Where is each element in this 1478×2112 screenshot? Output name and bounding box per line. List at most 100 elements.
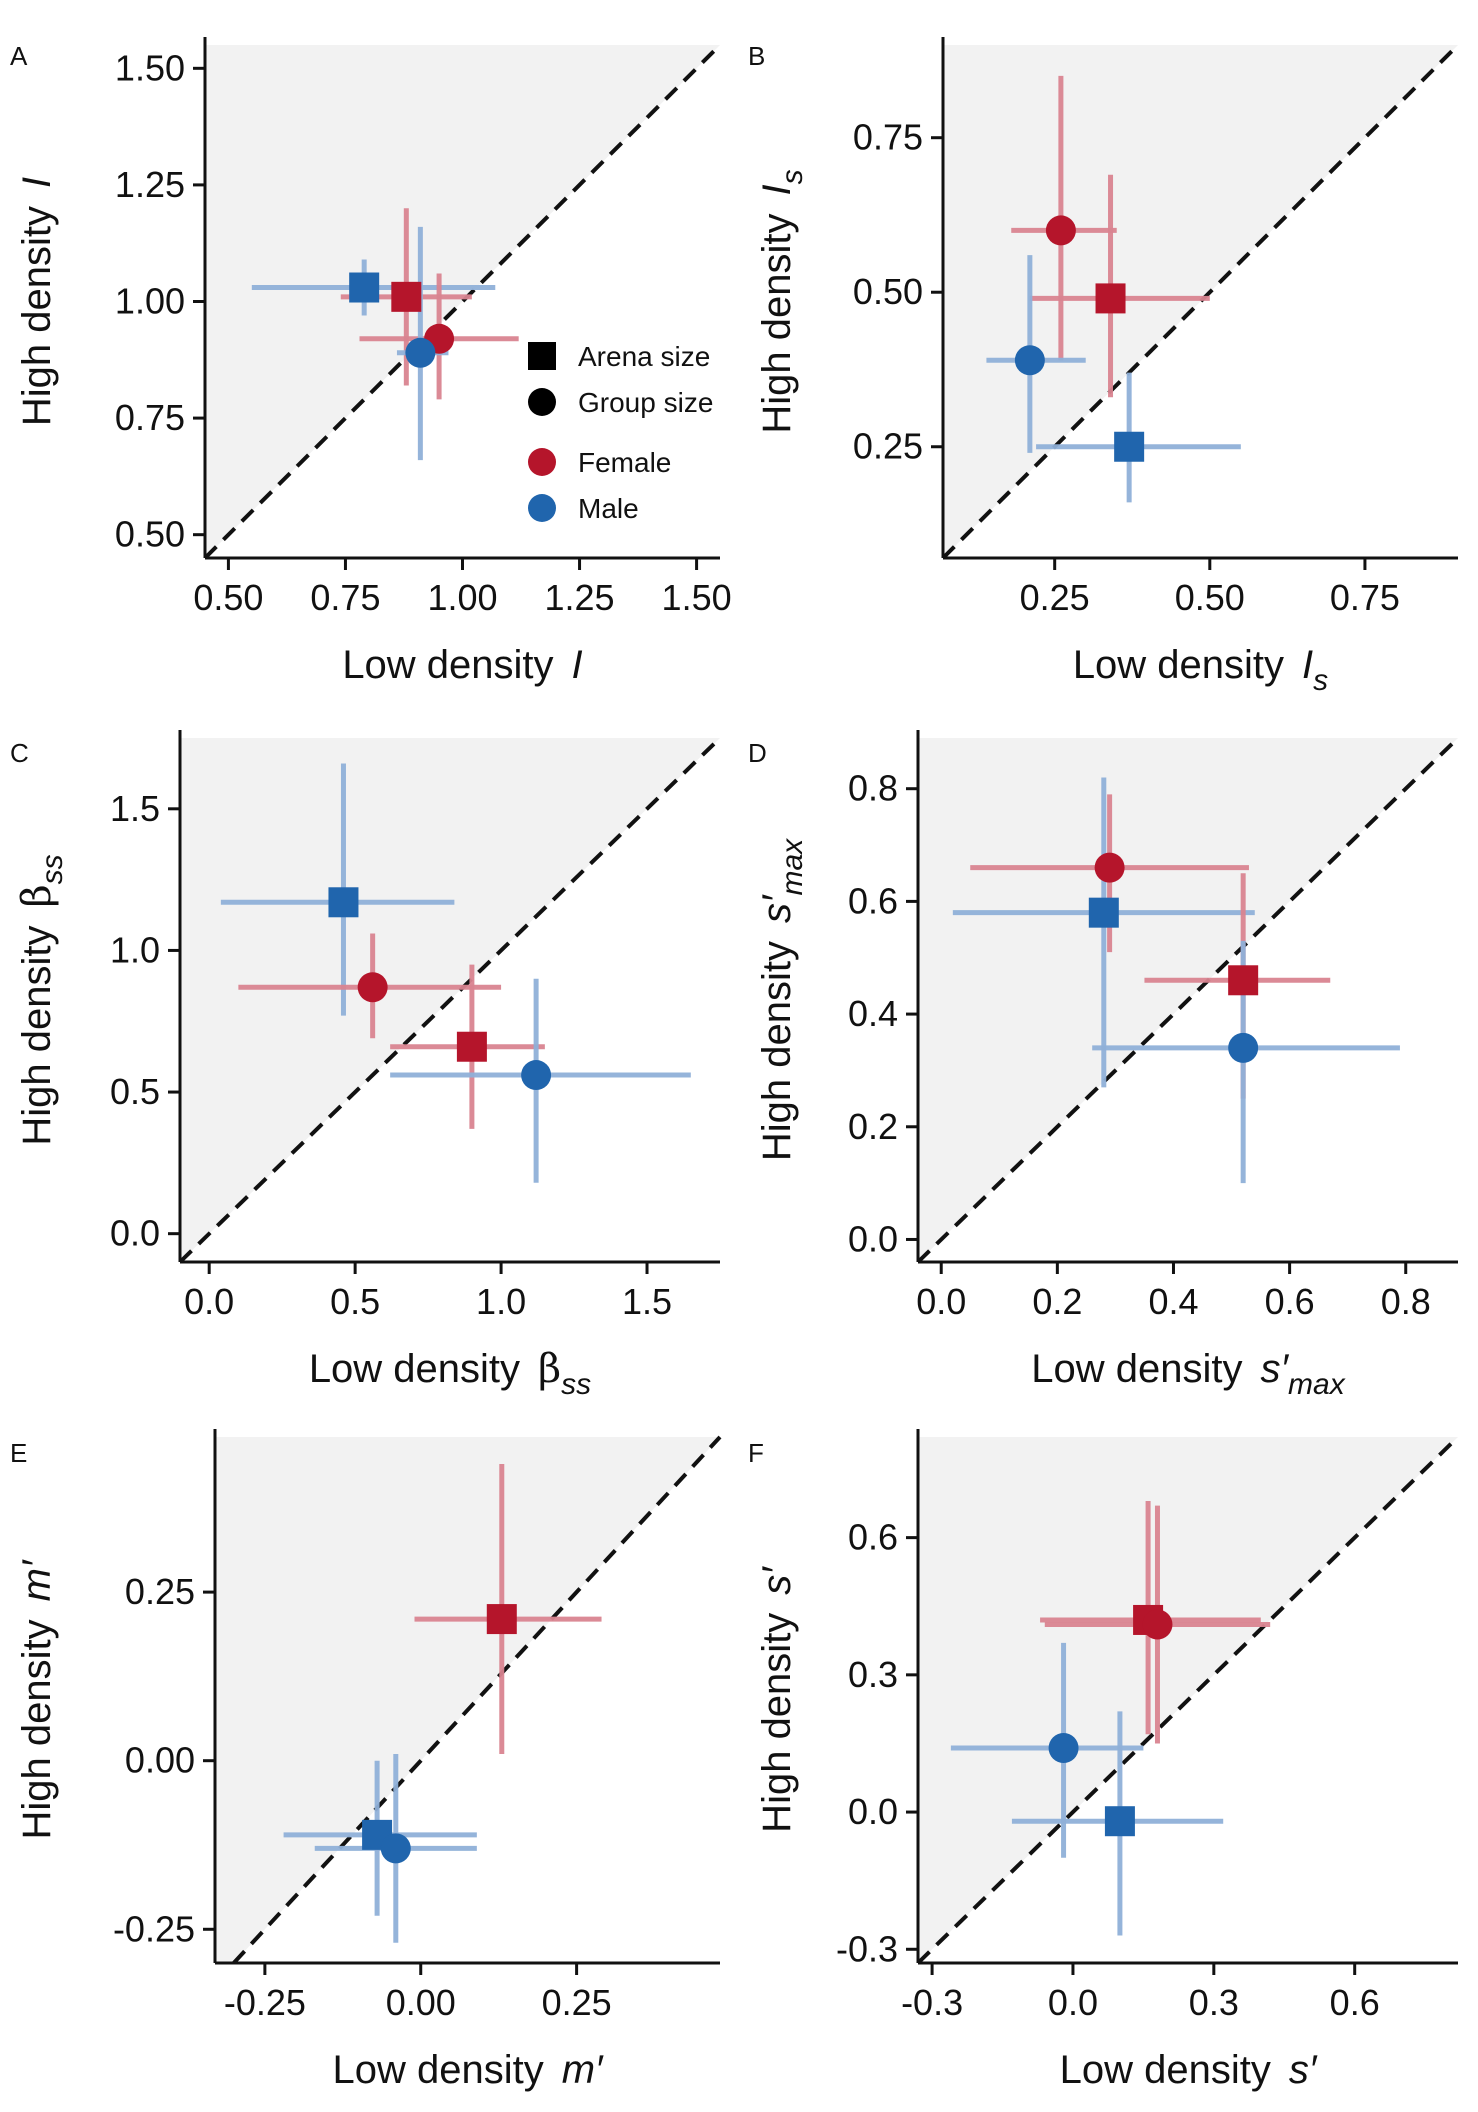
legend-female-marker xyxy=(528,448,556,476)
x-tick-label: 0.6 xyxy=(1265,1281,1315,1322)
y-tick-label: 1.00 xyxy=(115,281,185,322)
y-axis-label-text: High density xyxy=(15,926,59,1146)
y-axis-label-text: High density xyxy=(15,1619,59,1839)
male-arena-square xyxy=(349,272,380,303)
male-group-circle xyxy=(380,1833,411,1864)
x-tick-label: 1.00 xyxy=(427,577,497,618)
male-arena-square xyxy=(328,887,359,918)
x-axis-symbol: β xyxy=(538,1346,561,1392)
y-axis-symbol: β xyxy=(14,884,60,907)
x-tick-label: 0.6 xyxy=(1330,1982,1380,2023)
legend-arena-size-label: Arena size xyxy=(578,341,710,372)
y-axis-symbol: s′ xyxy=(755,894,799,923)
female-group-circle xyxy=(1142,1609,1173,1640)
y-tick-label: 0.25 xyxy=(125,1571,195,1612)
female-arena-square xyxy=(391,281,422,312)
y-axis-label-text: High density xyxy=(15,206,59,426)
y-tick-label: 0.75 xyxy=(115,397,185,438)
y-axis-symbol: m′ xyxy=(15,1559,59,1601)
x-axis-symbol: m′ xyxy=(562,2048,604,2092)
x-axis-label-text: Low density xyxy=(332,2048,543,2092)
shaded-region xyxy=(215,1437,720,1963)
y-tick-label: 1.25 xyxy=(115,164,185,205)
y-tick-label: 0.75 xyxy=(853,117,923,158)
x-axis-label: Low density s′max xyxy=(1031,1347,1345,1401)
male-arena-square xyxy=(1088,897,1119,928)
y-axis-subscript: max xyxy=(776,838,809,896)
x-tick-label: 0.25 xyxy=(1020,577,1090,618)
x-tick-label: 0.4 xyxy=(1148,1281,1198,1322)
x-axis-label-text: Low density xyxy=(1073,643,1284,687)
y-tick-label: 1.0 xyxy=(110,929,160,970)
identity-line xyxy=(232,1435,722,1965)
female-arena-square xyxy=(456,1031,487,1062)
male-arena-square xyxy=(1114,431,1145,462)
x-axis-label: Low density βss xyxy=(309,1346,591,1401)
legend-group-size-label: Group size xyxy=(578,387,713,418)
y-axis-symbol: I xyxy=(15,177,59,188)
shaded-region xyxy=(205,45,720,558)
y-axis-label: High density s′max xyxy=(755,838,809,1161)
panel-letter: F xyxy=(748,1438,764,1468)
x-axis-symbol: s′ xyxy=(1261,1347,1290,1391)
panel-e: E -0.25 0.00 0.25 -0.25 0.00 0.25 Low density m′… xyxy=(10,1429,722,2092)
male-group-circle xyxy=(521,1060,552,1091)
female-arena-square xyxy=(1228,965,1259,996)
y-tick-label: 1.5 xyxy=(110,788,160,829)
panel-a: A 0.50 0.75 1.00 1.25 1.50 0.50 0.75 1.00 1.25 1.5… xyxy=(10,37,732,687)
x-axis-label: Low density Is xyxy=(1073,643,1328,697)
x-tick-label: 1.5 xyxy=(622,1281,672,1322)
identity-line xyxy=(916,1435,1460,1965)
x-axis-label-text: Low density xyxy=(1031,1347,1242,1391)
legend-female: Female xyxy=(528,447,671,478)
x-tick-label: 0.0 xyxy=(916,1281,966,1322)
y-axis-label: High density s′ xyxy=(755,1566,799,1833)
y-axis-label-text: High density xyxy=(755,214,799,434)
x-axis-subscript: s xyxy=(1313,664,1328,697)
female-arena-square xyxy=(486,1604,517,1635)
male-group-circle xyxy=(1048,1733,1079,1764)
x-tick-label: 0.00 xyxy=(386,1982,456,2023)
male-group-circle xyxy=(1014,345,1045,376)
panel-letter: C xyxy=(10,738,29,768)
y-tick-label: -0.25 xyxy=(113,1908,195,1949)
male-arena-square xyxy=(1104,1806,1135,1837)
female-group-circle xyxy=(357,972,388,1003)
y-tick-label: 1.50 xyxy=(115,47,185,88)
y-tick-label: -0.3 xyxy=(836,1928,898,1969)
y-tick-label: 0.5 xyxy=(110,1071,160,1112)
x-axis-subscript: max xyxy=(1288,1368,1346,1401)
x-tick-label: -0.25 xyxy=(224,1982,306,2023)
x-tick-label: 0.75 xyxy=(1330,577,1400,618)
identity-line xyxy=(916,736,1460,1264)
y-axis-label-text: High density xyxy=(755,1613,799,1833)
x-tick-label: 0.50 xyxy=(1175,577,1245,618)
x-axis-subscript: ss xyxy=(561,1368,591,1401)
y-tick-label: 0.2 xyxy=(848,1106,898,1147)
x-tick-label: 0.3 xyxy=(1189,1982,1239,2023)
legend-group-size-marker xyxy=(528,388,556,416)
shaded-region xyxy=(943,45,1458,558)
x-tick-label: 0.75 xyxy=(310,577,380,618)
y-tick-label: 0.0 xyxy=(848,1791,898,1832)
y-tick-label: 0.3 xyxy=(848,1654,898,1695)
y-axis-label: High density m′ xyxy=(15,1559,59,1839)
x-axis-label: Low density m′ xyxy=(332,2048,604,2092)
x-tick-label: 0.50 xyxy=(193,577,263,618)
panel-f: F -0.3 0.0 0.3 0.6 -0.3 0.0 0.3 0.6 Low density s′… xyxy=(748,1429,1460,2092)
x-axis-label-text: Low density xyxy=(309,1347,520,1391)
x-tick-label: 0.25 xyxy=(542,1982,612,2023)
x-tick-label: 0.8 xyxy=(1381,1281,1431,1322)
y-tick-label: 0.6 xyxy=(848,1517,898,1558)
y-tick-label: 0.50 xyxy=(115,514,185,555)
x-axis-symbol: s′ xyxy=(1289,2048,1318,2092)
panel-d: D 0.0 0.2 0.4 0.6 0.8 0.0 0.2 0.4 0.6 0.8 Low densi… xyxy=(748,730,1460,1401)
panel-letter: E xyxy=(10,1438,27,1468)
female-arena-square xyxy=(1095,283,1126,314)
y-axis-label: High density βss xyxy=(14,854,69,1145)
x-axis-label-text: Low density xyxy=(1060,2048,1271,2092)
x-tick-label: 0.0 xyxy=(1048,1982,1098,2023)
x-tick-label: 0.0 xyxy=(184,1281,234,1322)
